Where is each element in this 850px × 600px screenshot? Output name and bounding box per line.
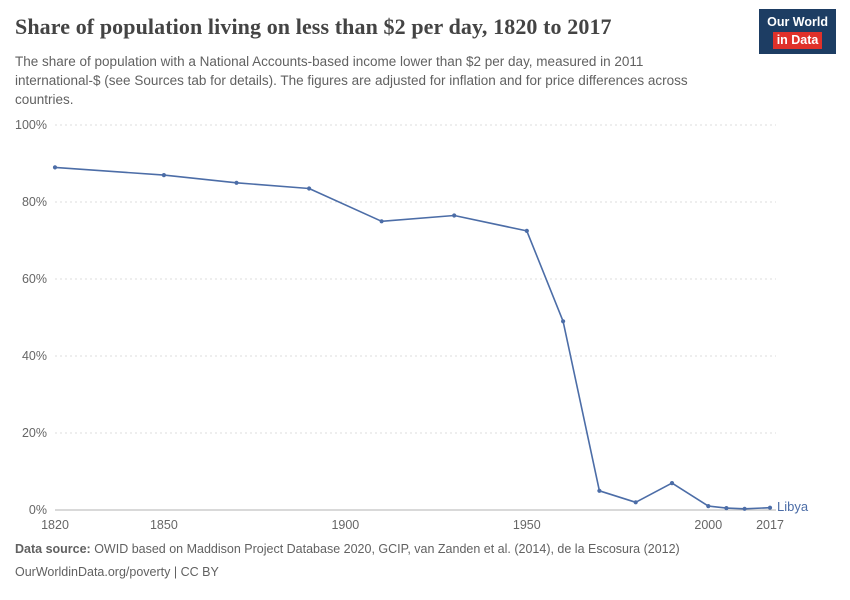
- chart-subtitle: The share of population with a National …: [15, 54, 688, 108]
- data-point[interactable]: [597, 488, 602, 493]
- series-line-libya[interactable]: [54, 166, 771, 510]
- data-point[interactable]: [742, 506, 747, 511]
- data-point[interactable]: [452, 213, 457, 218]
- data-point[interactable]: [767, 505, 773, 510]
- y-tick-label: 20%: [22, 426, 47, 440]
- owid-logo-line1: Our World: [767, 15, 828, 29]
- x-tick-label: 2000: [694, 518, 722, 532]
- data-point[interactable]: [307, 186, 312, 191]
- owid-logo-accent: in Data: [772, 31, 823, 50]
- x-tick-label: 1850: [150, 518, 178, 532]
- chart-footer: Data source: OWID based on Maddison Proj…: [15, 541, 835, 587]
- data-point[interactable]: [234, 180, 239, 185]
- data-source-text: OWID based on Maddison Project Database …: [90, 542, 680, 556]
- owid-logo[interactable]: Our World in Data: [759, 9, 836, 55]
- x-tick-label: 1950: [513, 518, 541, 532]
- y-tick-label: 80%: [22, 195, 47, 209]
- footer-link[interactable]: OurWorldinData.org/poverty | CC BY: [15, 564, 219, 579]
- x-tick-label: 1820: [41, 518, 69, 532]
- data-point[interactable]: [524, 228, 529, 233]
- page-title: Share of population living on less than …: [15, 14, 612, 39]
- data-source-line: Data source: OWID based on Maddison Proj…: [15, 541, 835, 558]
- data-point[interactable]: [52, 165, 58, 170]
- owid-logo-line2: in Data: [776, 32, 819, 47]
- y-tick-label: 100%: [15, 118, 47, 132]
- data-point[interactable]: [633, 500, 638, 505]
- x-tick-label: 2017: [756, 518, 784, 532]
- y-tick-label: 40%: [22, 349, 47, 363]
- y-tick-label: 60%: [22, 272, 47, 286]
- x-tick-label: 1900: [331, 518, 359, 532]
- data-source-label: Data source:: [15, 542, 91, 556]
- y-tick-label: 0%: [29, 503, 47, 517]
- series-label[interactable]: Libya: [777, 498, 809, 514]
- data-point[interactable]: [669, 481, 675, 486]
- data-point[interactable]: [161, 173, 166, 178]
- data-point[interactable]: [706, 504, 711, 509]
- data-point[interactable]: [379, 219, 384, 224]
- data-point[interactable]: [724, 506, 729, 511]
- line-chart: 0% 20% 40% 60% 80% 100% 1820 1850 1900 1950 2000 20…: [15, 118, 784, 532]
- chart-area: 0% 20% 40% 60% 80% 100% 1820 1850 1900 1950 2000 20…: [0, 112, 850, 540]
- data-point[interactable]: [561, 319, 566, 324]
